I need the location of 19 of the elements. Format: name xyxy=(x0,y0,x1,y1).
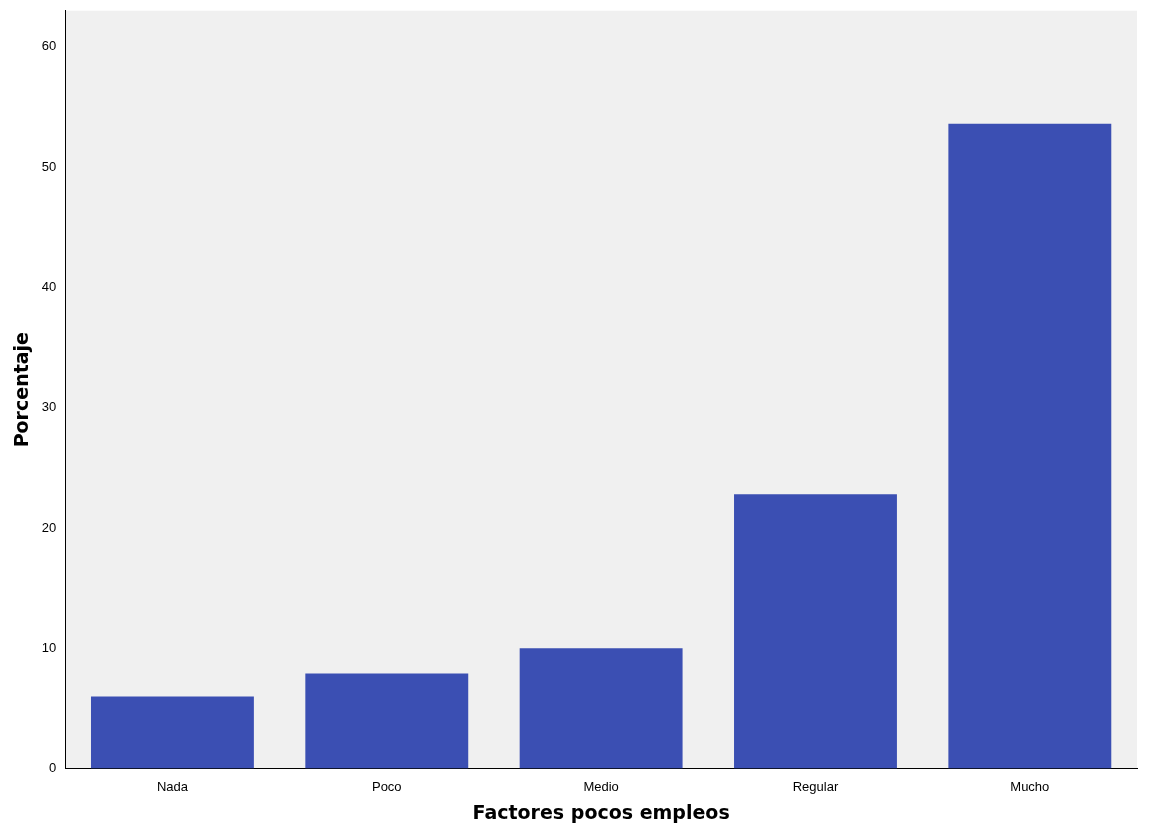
bar xyxy=(519,648,683,769)
x-tick-label: Regular xyxy=(792,778,839,794)
x-tick-label: Poco xyxy=(371,778,402,794)
y-tick-label: 40 xyxy=(41,279,57,295)
y-tick-label: 20 xyxy=(41,519,57,535)
bar xyxy=(948,123,1112,769)
y-tick-label: 60 xyxy=(41,38,57,54)
bar xyxy=(734,494,897,769)
x-tick-label: Nada xyxy=(156,778,189,794)
y-tick-label: 0 xyxy=(49,760,57,776)
x-axis-title: Factores pocos empleos xyxy=(472,800,730,823)
y-axis-title: Porcentaje xyxy=(10,332,33,448)
x-tick-label: Mucho xyxy=(1010,778,1050,794)
y-tick-label: 30 xyxy=(41,399,57,415)
bar xyxy=(90,696,254,769)
x-tick-label: Medio xyxy=(583,778,619,794)
y-tick-label: 10 xyxy=(41,639,57,655)
bar xyxy=(305,673,469,769)
y-tick-label: 50 xyxy=(41,158,57,174)
